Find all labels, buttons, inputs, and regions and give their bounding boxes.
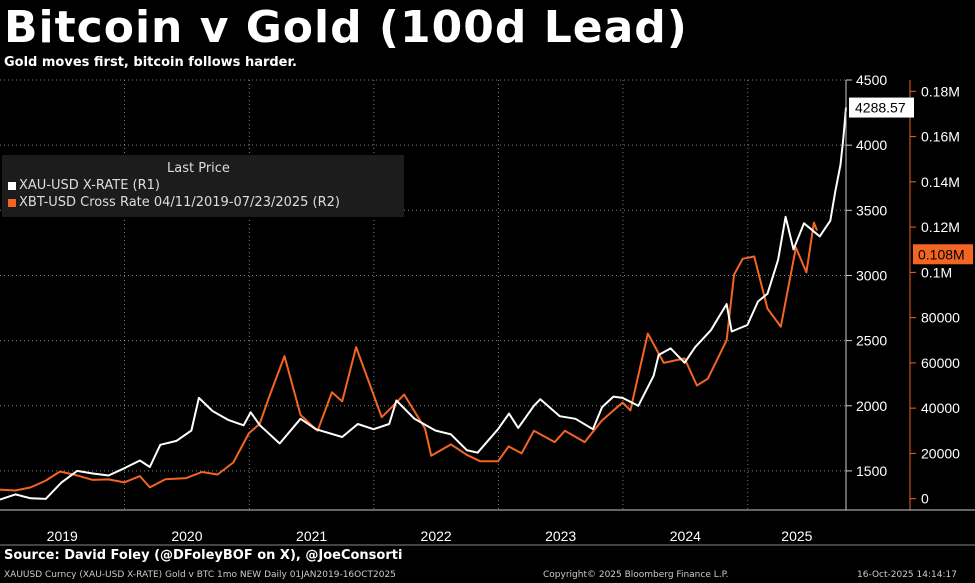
footer-timestamp: 16-Oct-2025 14:14:17: [857, 570, 957, 580]
source-note: Source: David Foley (@DFoleyBOF on X), @…: [4, 548, 403, 563]
gold-last-tag: [849, 97, 914, 118]
legend-item-bitcoin: XBT-USD Cross Rate 04/11/2019-07/23/2025…: [8, 195, 340, 210]
chart-subtitle: Gold moves first, bitcoin follows harder…: [4, 55, 297, 70]
grid-lines: [0, 79, 846, 510]
legend-header: Last Price: [167, 161, 230, 176]
x-tick-label: 2024: [670, 528, 701, 544]
r2-tick-label: 0.18M: [921, 83, 960, 99]
axis-labels: 1500 2000 2500 3000 3500 4000 4500 0 20000 40000 6…: [47, 74, 973, 544]
bitcoin-last-value: 0.108M: [918, 246, 965, 262]
r2-tick-label: 40000: [921, 400, 960, 416]
chart-title: Bitcoin v Gold (100d Lead): [4, 2, 688, 53]
series-bitcoin-line: [0, 221, 818, 492]
r1-tick-label: 2500: [856, 333, 887, 349]
r2-tick-label: 0: [921, 491, 929, 507]
x-tick-label: 2019: [47, 528, 78, 544]
r1-tick-label: 4500: [856, 74, 887, 88]
x-tick-label: 2020: [171, 528, 202, 544]
r1-tick-label: 3000: [856, 267, 887, 283]
legend: Last Price XAU-USD X-RATE (R1) XBT-USD C…: [2, 155, 404, 217]
gold-last-value: 4288.57: [855, 100, 906, 116]
x-tick-label: 2025: [781, 528, 812, 544]
r2-tick-label: 0.14M: [921, 174, 960, 190]
r2-tick-label: 80000: [921, 310, 960, 326]
r2-tick-label: 20000: [921, 445, 960, 461]
footer: XAUUSD Curncy (XAU-USD X-RATE) Gold v BT…: [0, 568, 975, 583]
x-tick-label: 2021: [296, 528, 327, 544]
r2-tick-label: 0.1M: [921, 264, 952, 280]
x-tick-label: 2022: [421, 528, 452, 544]
x-tick-label: 2023: [545, 528, 576, 544]
bitcoin-last-tag: [913, 244, 973, 265]
legend-swatch-bitcoin: [8, 198, 16, 207]
legend-label-gold: XAU-USD X-RATE (R1): [19, 178, 160, 193]
r1-tick-label: 3500: [856, 202, 887, 218]
legend-item-gold: XAU-USD X-RATE (R1): [8, 178, 160, 193]
r2-tick-label: 0.16M: [921, 129, 960, 145]
legend-swatch-gold: [8, 181, 16, 190]
axes-layer: [0, 79, 975, 546]
series-gold-line: [0, 107, 847, 501]
r1-tick-label: 4000: [856, 137, 887, 153]
r1-tick-label: 2000: [856, 398, 887, 414]
r1-tick-label: 1500: [856, 463, 887, 479]
legend-label-bitcoin: XBT-USD Cross Rate 04/11/2019-07/23/2025…: [19, 195, 341, 210]
footer-copyright: Copyright© 2025 Bloomberg Finance L.P.: [543, 570, 729, 580]
r2-tick-label: 0.12M: [921, 219, 960, 235]
r2-tick-label: 60000: [921, 355, 960, 371]
series-layer: [0, 107, 847, 501]
chart-plot: 1500 2000 2500 3000 3500 4000 4500 0 20000 40000 6…: [0, 74, 975, 546]
footer-ticker: XAUUSD Curncy (XAU-USD X-RATE) Gold v BT…: [4, 570, 396, 580]
